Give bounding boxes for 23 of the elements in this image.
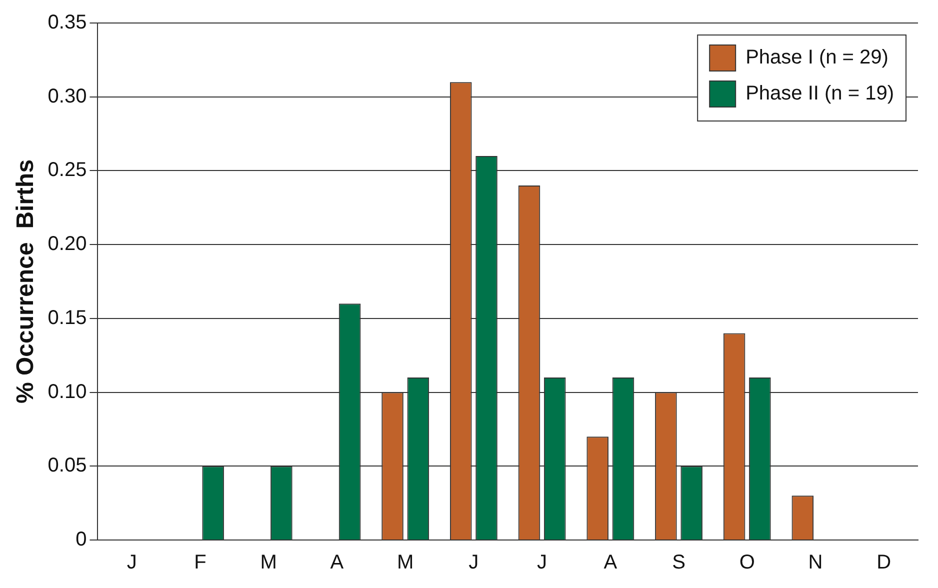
y-tick-label: 0: [76, 528, 87, 551]
legend-label: Phase I (n = 29): [746, 46, 888, 69]
y-axis-title: % Occurrence Births: [12, 159, 40, 404]
x-tick-label: J: [468, 552, 479, 574]
x-tick-label: F: [194, 552, 206, 574]
y-tick-label: 0.10: [48, 380, 87, 403]
x-tick-label: J: [126, 552, 137, 574]
y-tick-label: 0.30: [48, 85, 87, 108]
x-tick-label: J: [537, 552, 548, 574]
y-tick-label: 0.35: [48, 12, 87, 34]
legend-label: Phase II (n = 19): [746, 82, 894, 105]
x-tick-label: M: [260, 552, 277, 574]
x-tick-label: S: [672, 552, 686, 574]
y-tick-label: 0.15: [48, 306, 87, 329]
y-tick-label: 0.25: [48, 159, 87, 182]
x-tick-label: M: [396, 552, 414, 574]
y-tick-label: 0.05: [48, 454, 87, 477]
x-tick-label: A: [604, 552, 618, 574]
x-tick-label: N: [808, 552, 823, 574]
x-tick-label: O: [739, 552, 755, 574]
x-tick-label: D: [876, 552, 892, 574]
y-tick-label: 0.20: [48, 233, 87, 256]
x-tick-label: A: [330, 552, 344, 574]
